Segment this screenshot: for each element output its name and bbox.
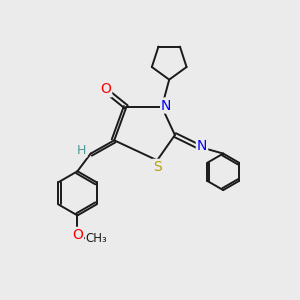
Text: O: O bbox=[100, 82, 111, 96]
Text: H: H bbox=[77, 144, 86, 157]
Text: N: N bbox=[161, 98, 171, 112]
Text: O: O bbox=[72, 228, 83, 242]
Text: S: S bbox=[153, 160, 162, 174]
Text: N: N bbox=[197, 139, 207, 153]
Text: CH₃: CH₃ bbox=[86, 232, 107, 245]
